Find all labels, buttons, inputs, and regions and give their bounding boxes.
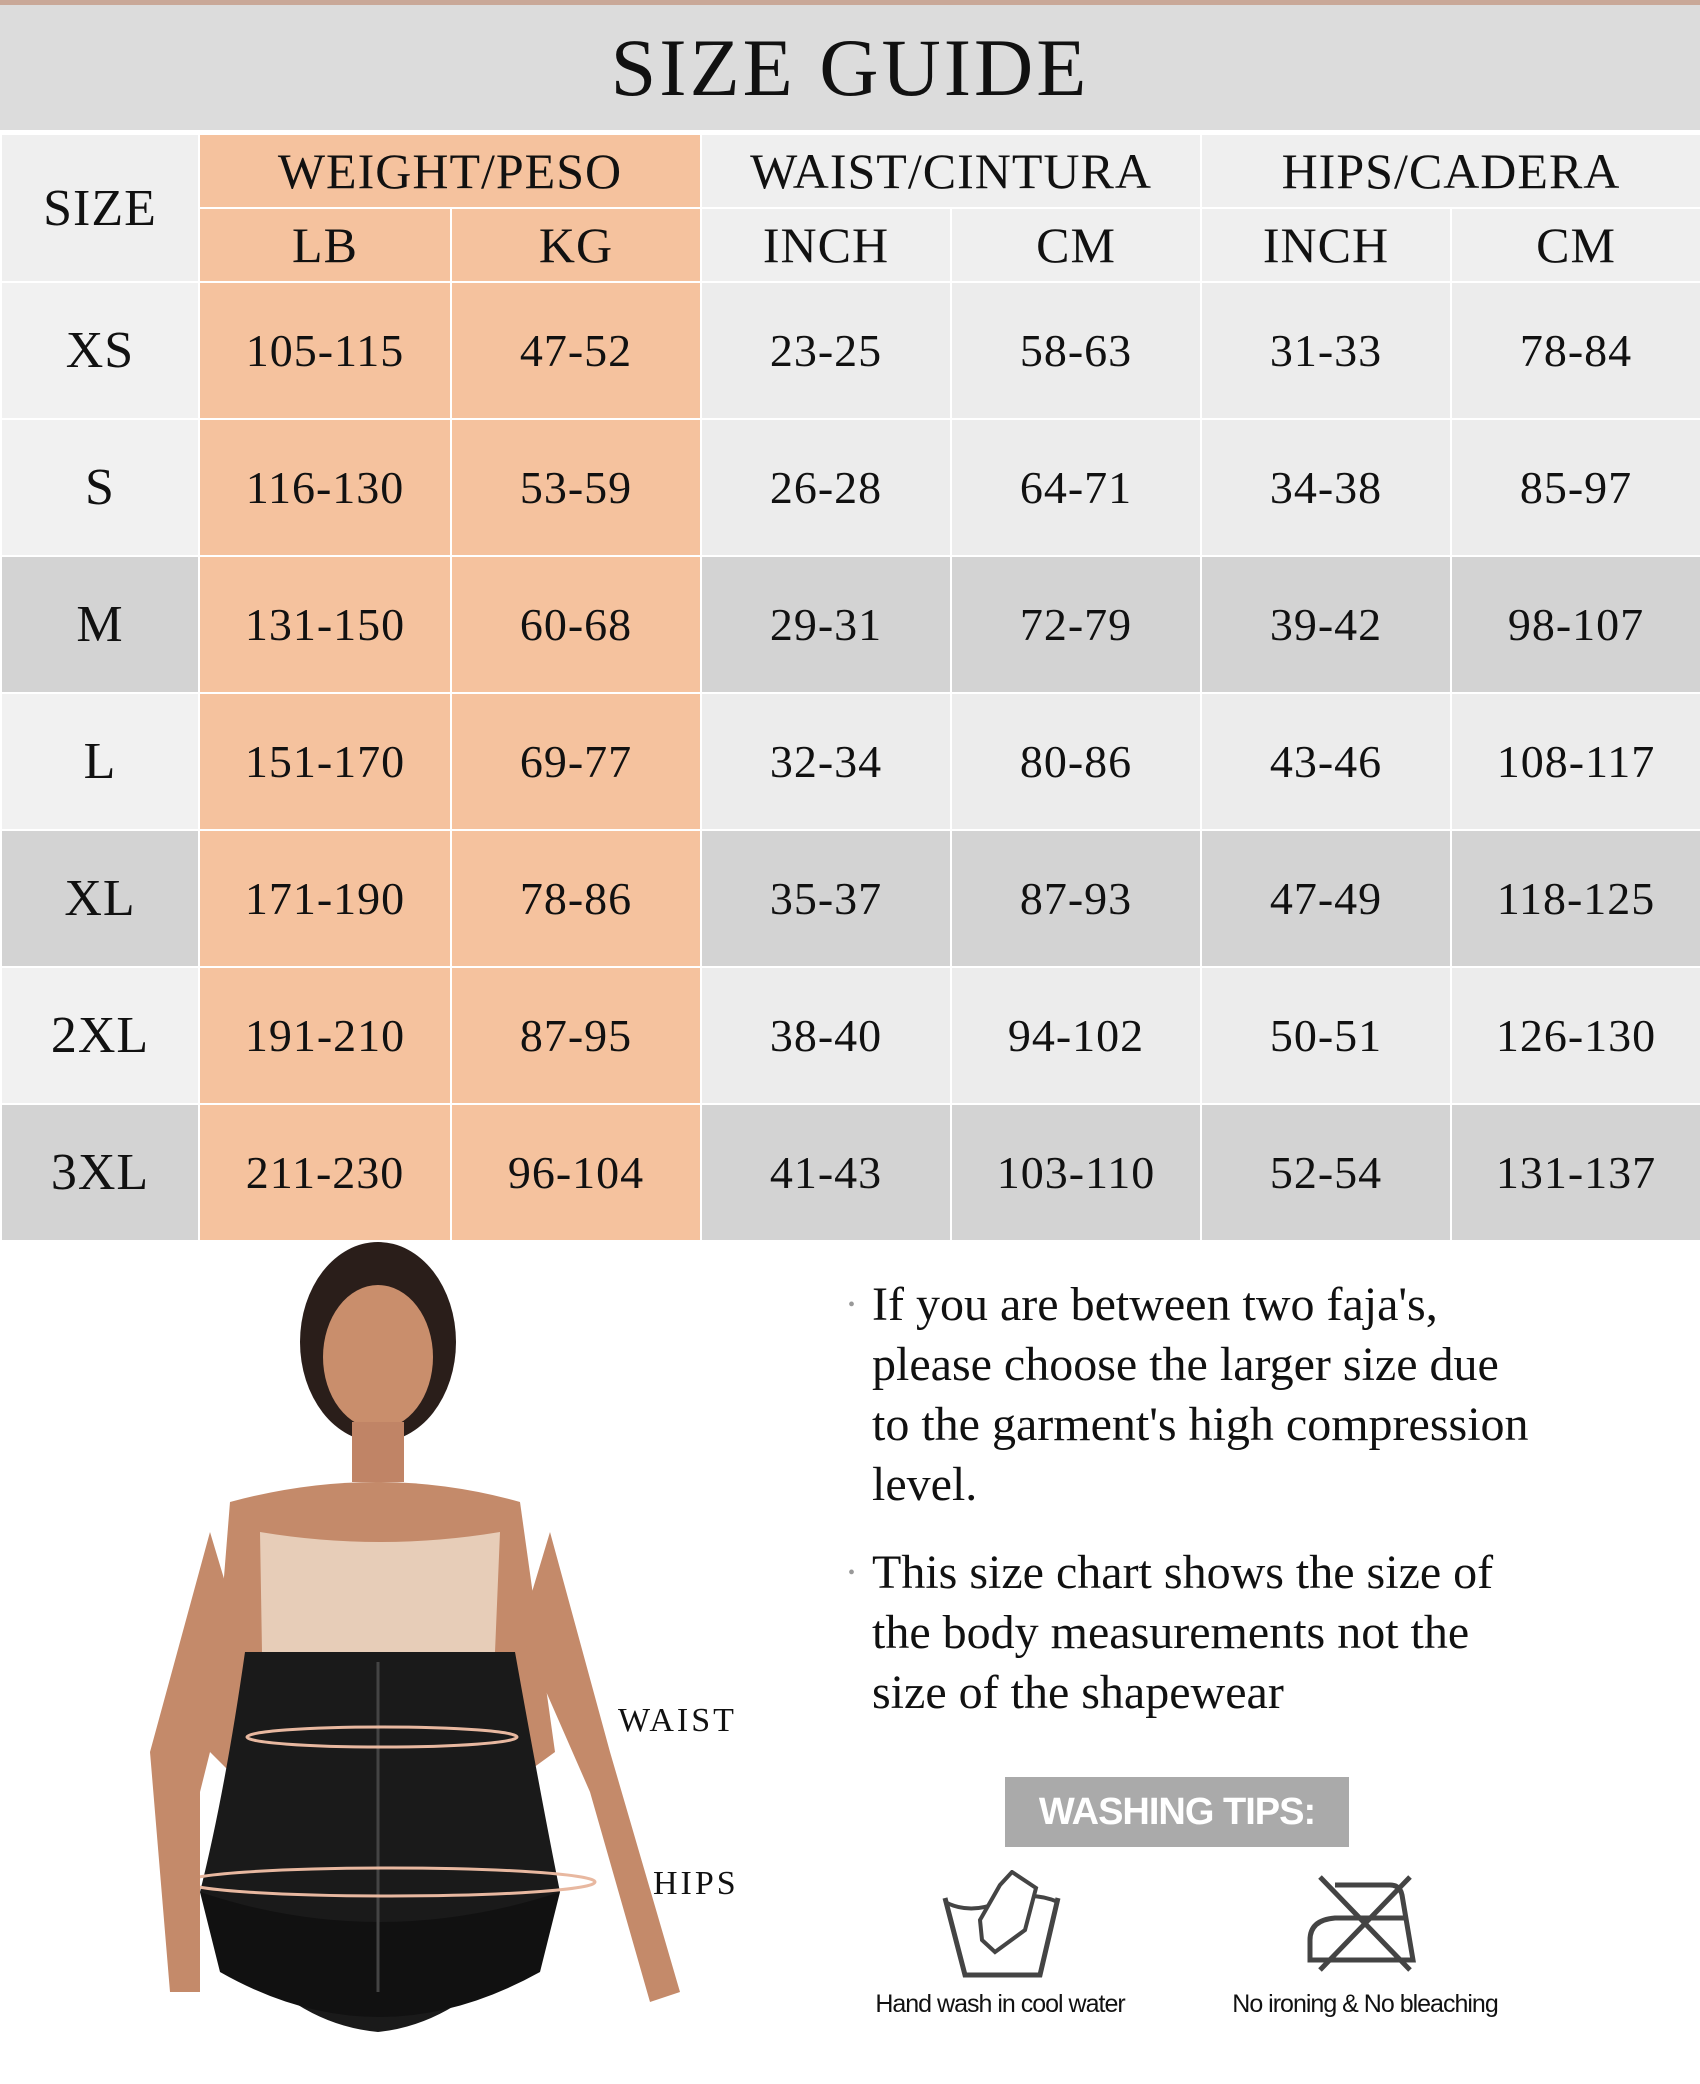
hand-wash-label: Hand wash in cool water <box>875 1990 1125 2018</box>
lb-header: LB <box>198 207 452 283</box>
lb-cell: 171-190 <box>198 829 452 968</box>
table-row: L 151-170 69-77 32-34 80-86 43-46 108-117 <box>0 692 1700 831</box>
hips-cm-cell: 78-84 <box>1450 281 1700 420</box>
size-header: SIZE <box>0 133 200 283</box>
size-cell: XS <box>0 281 200 420</box>
hips-cm-header: CM <box>1450 207 1700 283</box>
waist-cm-cell: 80-86 <box>950 692 1202 831</box>
hips-cm-cell: 131-137 <box>1450 1103 1700 1242</box>
size-cell: M <box>0 555 200 694</box>
hips-inch-cell: 34-38 <box>1200 418 1452 557</box>
hand-wash-icon <box>942 1870 1061 1978</box>
model-photo: WAIST HIPS <box>0 1232 800 2079</box>
hips-inch-cell: 52-54 <box>1200 1103 1452 1242</box>
lb-cell: 131-150 <box>198 555 452 694</box>
size-table: SIZE WEIGHT/PESO WAIST/CINTURA HIPS/CADE… <box>0 133 1700 1242</box>
no-ironing-icon <box>1307 1875 1416 1972</box>
kg-header: KG <box>450 207 702 283</box>
waist-cm-cell: 94-102 <box>950 966 1202 1105</box>
lb-cell: 116-130 <box>198 418 452 557</box>
kg-cell: 60-68 <box>450 555 702 694</box>
waist-inch-cell: 23-25 <box>700 281 952 420</box>
no-ironing-label: No ironing & No bleaching <box>1232 1990 1498 2018</box>
kg-cell: 87-95 <box>450 966 702 1105</box>
waist-cm-cell: 103-110 <box>950 1103 1202 1242</box>
waist-inch-cell: 32-34 <box>700 692 952 831</box>
hips-cm-cell: 108-117 <box>1450 692 1700 831</box>
kg-cell: 47-52 <box>450 281 702 420</box>
kg-cell: 78-86 <box>450 829 702 968</box>
table-row: M 131-150 60-68 29-31 72-79 39-42 98-107 <box>0 555 1700 694</box>
size-cell: 3XL <box>0 1103 200 1242</box>
waist-inch-cell: 26-28 <box>700 418 952 557</box>
hips-cm-cell: 126-130 <box>1450 966 1700 1105</box>
waist-cm-header: CM <box>950 207 1202 283</box>
hips-inch-header: INCH <box>1200 207 1452 283</box>
waist-cm-cell: 58-63 <box>950 281 1202 420</box>
hips-cm-cell: 118-125 <box>1450 829 1700 968</box>
hips-cm-cell: 85-97 <box>1450 418 1700 557</box>
hips-inch-cell: 47-49 <box>1200 829 1452 968</box>
waist-cm-cell: 87-93 <box>950 829 1202 968</box>
notes: If you are between two faja's, please ch… <box>848 1275 1668 1751</box>
hips-cm-cell: 98-107 <box>1450 555 1700 694</box>
hips-header: HIPS/CADERA <box>1200 133 1700 209</box>
waist-inch-cell: 29-31 <box>700 555 952 694</box>
waist-cm-cell: 72-79 <box>950 555 1202 694</box>
hips-label: HIPS <box>653 1865 739 1902</box>
waist-cm-cell: 64-71 <box>950 418 1202 557</box>
waist-inch-header: INCH <box>700 207 952 283</box>
table-row: XS 105-115 47-52 23-25 58-63 31-33 78-84 <box>0 281 1700 420</box>
top-border <box>0 0 1700 5</box>
washing-tips-title: WASHING TIPS: <box>1005 1777 1349 1847</box>
hips-inch-cell: 50-51 <box>1200 966 1452 1105</box>
weight-header: WEIGHT/PESO <box>198 133 702 209</box>
waist-inch-cell: 38-40 <box>700 966 952 1105</box>
size-cell: S <box>0 418 200 557</box>
lb-cell: 211-230 <box>198 1103 452 1242</box>
note-between-sizes: If you are between two faja's, please ch… <box>848 1275 1548 1515</box>
size-cell: L <box>0 692 200 831</box>
note-body-measurements: This size chart shows the size of the bo… <box>848 1543 1548 1723</box>
table-row: XL 171-190 78-86 35-37 87-93 47-49 118-125 <box>0 829 1700 968</box>
page-title: SIZE GUIDE <box>610 21 1090 113</box>
waist-inch-cell: 35-37 <box>700 829 952 968</box>
table-row: 3XL 211-230 96-104 41-43 103-110 52-54 131-137 <box>0 1103 1700 1242</box>
lb-cell: 191-210 <box>198 966 452 1105</box>
hips-inch-cell: 43-46 <box>1200 692 1452 831</box>
lb-cell: 151-170 <box>198 692 452 831</box>
waist-header: WAIST/CINTURA <box>700 133 1202 209</box>
kg-cell: 53-59 <box>450 418 702 557</box>
hips-inch-cell: 31-33 <box>1200 281 1452 420</box>
waist-label: WAIST <box>618 1702 737 1739</box>
table-row: 2XL 191-210 87-95 38-40 94-102 50-51 126-130 <box>0 966 1700 1105</box>
size-cell: 2XL <box>0 966 200 1105</box>
title-band: SIZE GUIDE <box>0 5 1700 130</box>
kg-cell: 96-104 <box>450 1103 702 1242</box>
hips-inch-cell: 39-42 <box>1200 555 1452 694</box>
waist-inch-cell: 41-43 <box>700 1103 952 1242</box>
size-cell: XL <box>0 829 200 968</box>
kg-cell: 69-77 <box>450 692 702 831</box>
table-row: S 116-130 53-59 26-28 64-71 34-38 85-97 <box>0 418 1700 557</box>
lb-cell: 105-115 <box>198 281 452 420</box>
